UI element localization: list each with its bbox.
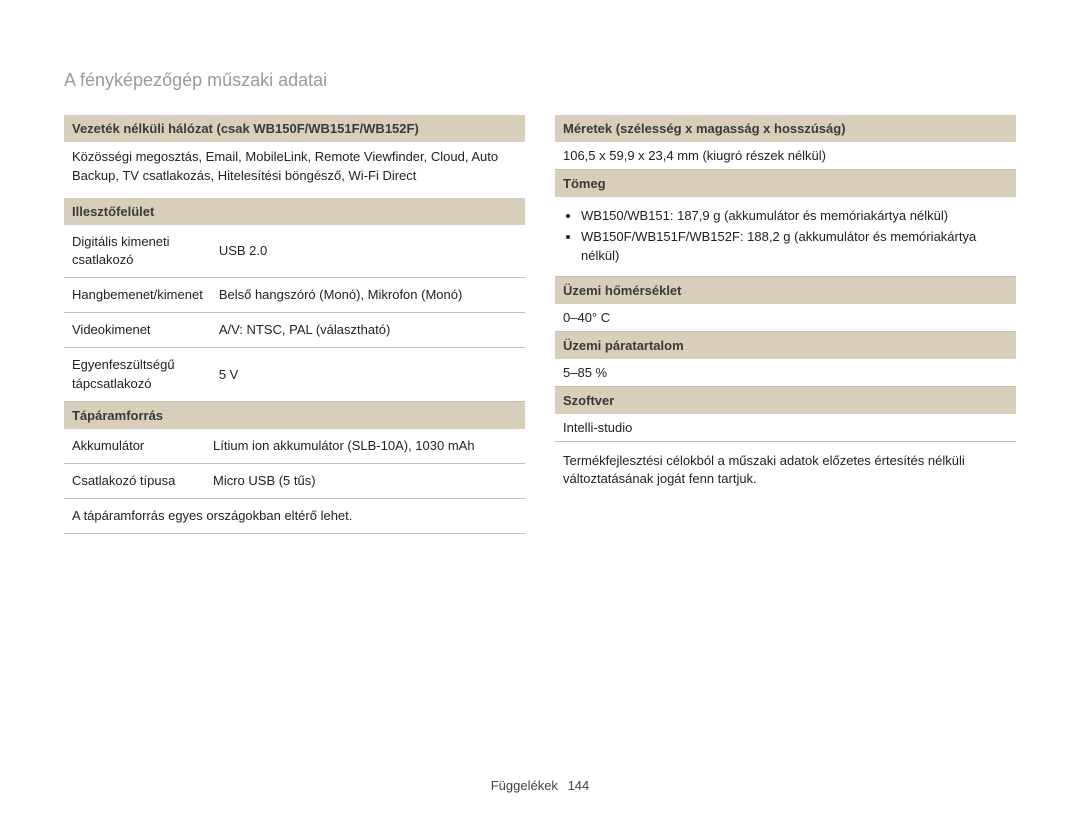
content-columns: Vezeték nélküli hálózat (csak WB150F/WB1… [64,115,1016,534]
table-row: Akkumulátor Lítium ion akkumulátor (SLB-… [64,429,525,464]
footer-page-number: 144 [568,778,590,793]
dimensions-value: 106,5 x 59,9 x 23,4 mm (kiugró részek né… [555,142,1016,170]
spec-value: 5 V [211,348,525,401]
interface-header: Illesztőfelület [64,198,525,225]
disclaimer-text: Termékfejlesztési célokból a műszaki ada… [555,442,1016,502]
page-footer: Függelékek 144 [0,778,1080,793]
table-row: Hangbemenet/kimenet Belső hangszóró (Mon… [64,278,525,313]
power-header: Tápáramforrás [64,402,525,429]
software-value: Intelli-studio [555,414,1016,442]
power-table: Akkumulátor Lítium ion akkumulátor (SLB-… [64,429,525,535]
spec-label: Csatlakozó típusa [64,464,205,499]
power-note: A tápáramforrás egyes országokban eltérő… [64,499,525,534]
spec-label: Hangbemenet/kimenet [64,278,211,313]
spec-value: A/V: NTSC, PAL (választható) [211,313,525,348]
list-item: WB150/WB151: 187,9 g (akkumulátor és mem… [581,207,1008,226]
dimensions-header: Méretek (szélesség x magasság x hosszúsá… [555,115,1016,142]
interface-table: Digitális kimeneti csatlakozó USB 2.0 Ha… [64,225,525,402]
table-row: Egyenfeszültségű tápcsatlakozó 5 V [64,348,525,401]
left-column: Vezeték nélküli hálózat (csak WB150F/WB1… [64,115,525,534]
spec-label: Digitális kimeneti csatlakozó [64,225,211,278]
spec-value: Lítium ion akkumulátor (SLB-10A), 1030 m… [205,429,525,464]
spec-label: Videokimenet [64,313,211,348]
spec-label: Akkumulátor [64,429,205,464]
spec-label: Egyenfeszültségű tápcsatlakozó [64,348,211,401]
weight-value: WB150/WB151: 187,9 g (akkumulátor és mem… [555,197,1016,277]
spec-value: USB 2.0 [211,225,525,278]
table-row: Csatlakozó típusa Micro USB (5 tűs) [64,464,525,499]
wireless-body: Közösségi megosztás, Email, MobileLink, … [64,142,525,198]
weight-header: Tömeg [555,170,1016,197]
page-title: A fényképezőgép műszaki adatai [64,70,1016,91]
op-humidity-value: 5–85 % [555,359,1016,387]
weight-list: WB150/WB151: 187,9 g (akkumulátor és mem… [563,207,1008,266]
right-column: Méretek (szélesség x magasság x hosszúsá… [555,115,1016,534]
spec-value: Micro USB (5 tűs) [205,464,525,499]
spec-value: Belső hangszóró (Monó), Mikrofon (Monó) [211,278,525,313]
footer-section: Függelékek [491,778,558,793]
software-header: Szoftver [555,387,1016,414]
table-row: Videokimenet A/V: NTSC, PAL (választható… [64,313,525,348]
page-container: A fényképezőgép műszaki adatai Vezeték n… [0,0,1080,815]
op-temp-header: Üzemi hőmérséklet [555,277,1016,304]
table-row: A tápáramforrás egyes országokban eltérő… [64,499,525,534]
list-item: WB150F/WB151F/WB152F: 188,2 g (akkumulát… [581,228,1008,266]
table-row: Digitális kimeneti csatlakozó USB 2.0 [64,225,525,278]
wireless-header: Vezeték nélküli hálózat (csak WB150F/WB1… [64,115,525,142]
op-temp-value: 0–40° C [555,304,1016,332]
op-humidity-header: Üzemi páratartalom [555,332,1016,359]
